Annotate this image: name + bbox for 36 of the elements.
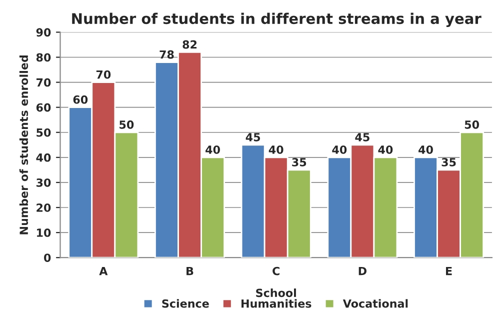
data-label: 45 — [355, 133, 370, 142]
chart-title: Number of students in different streams in a year — [72, 12, 482, 28]
y-tick-label: 70 — [36, 78, 51, 87]
data-label: 40 — [332, 145, 347, 154]
x-tick-label: D — [358, 266, 366, 276]
legend-label: Humanities — [242, 299, 312, 308]
y-tick-label: 20 — [36, 203, 51, 212]
data-label: 35 — [442, 158, 456, 166]
y-tick-label: 80 — [36, 53, 51, 62]
y-tick-label: 50 — [36, 128, 51, 137]
data-label: 40 — [268, 145, 284, 154]
legend-label: Vocational — [342, 299, 408, 308]
data-label: 78 — [160, 50, 174, 59]
data-label: 70 — [96, 70, 111, 79]
legend-label: Science — [162, 299, 209, 308]
data-label: 45 — [246, 133, 260, 142]
x-tick-label: E — [446, 266, 452, 276]
data-label: 60 — [73, 95, 88, 104]
y-tick-label: 40 — [36, 153, 51, 162]
data-label: 82 — [182, 40, 197, 49]
y-tick-label: 90 — [36, 28, 51, 37]
x-tick-label: A — [99, 266, 108, 276]
y-tick-label: 0 — [44, 254, 51, 262]
data-label: 40 — [418, 145, 433, 154]
data-label: 50 — [120, 120, 134, 129]
data-label: 40 — [206, 145, 220, 154]
y-tick-label: 60 — [36, 103, 51, 112]
y-tick-label: 10 — [37, 228, 51, 237]
data-label: 35 — [292, 158, 306, 166]
y-tick-label: 30 — [36, 178, 51, 187]
x-axis-title: School — [256, 288, 296, 298]
data-label: 50 — [464, 120, 480, 129]
x-tick-label: C — [272, 266, 280, 276]
y-axis-title: Number of students enrolled — [19, 56, 28, 234]
data-label: 40 — [378, 145, 393, 154]
x-tick-label: B — [186, 266, 194, 276]
